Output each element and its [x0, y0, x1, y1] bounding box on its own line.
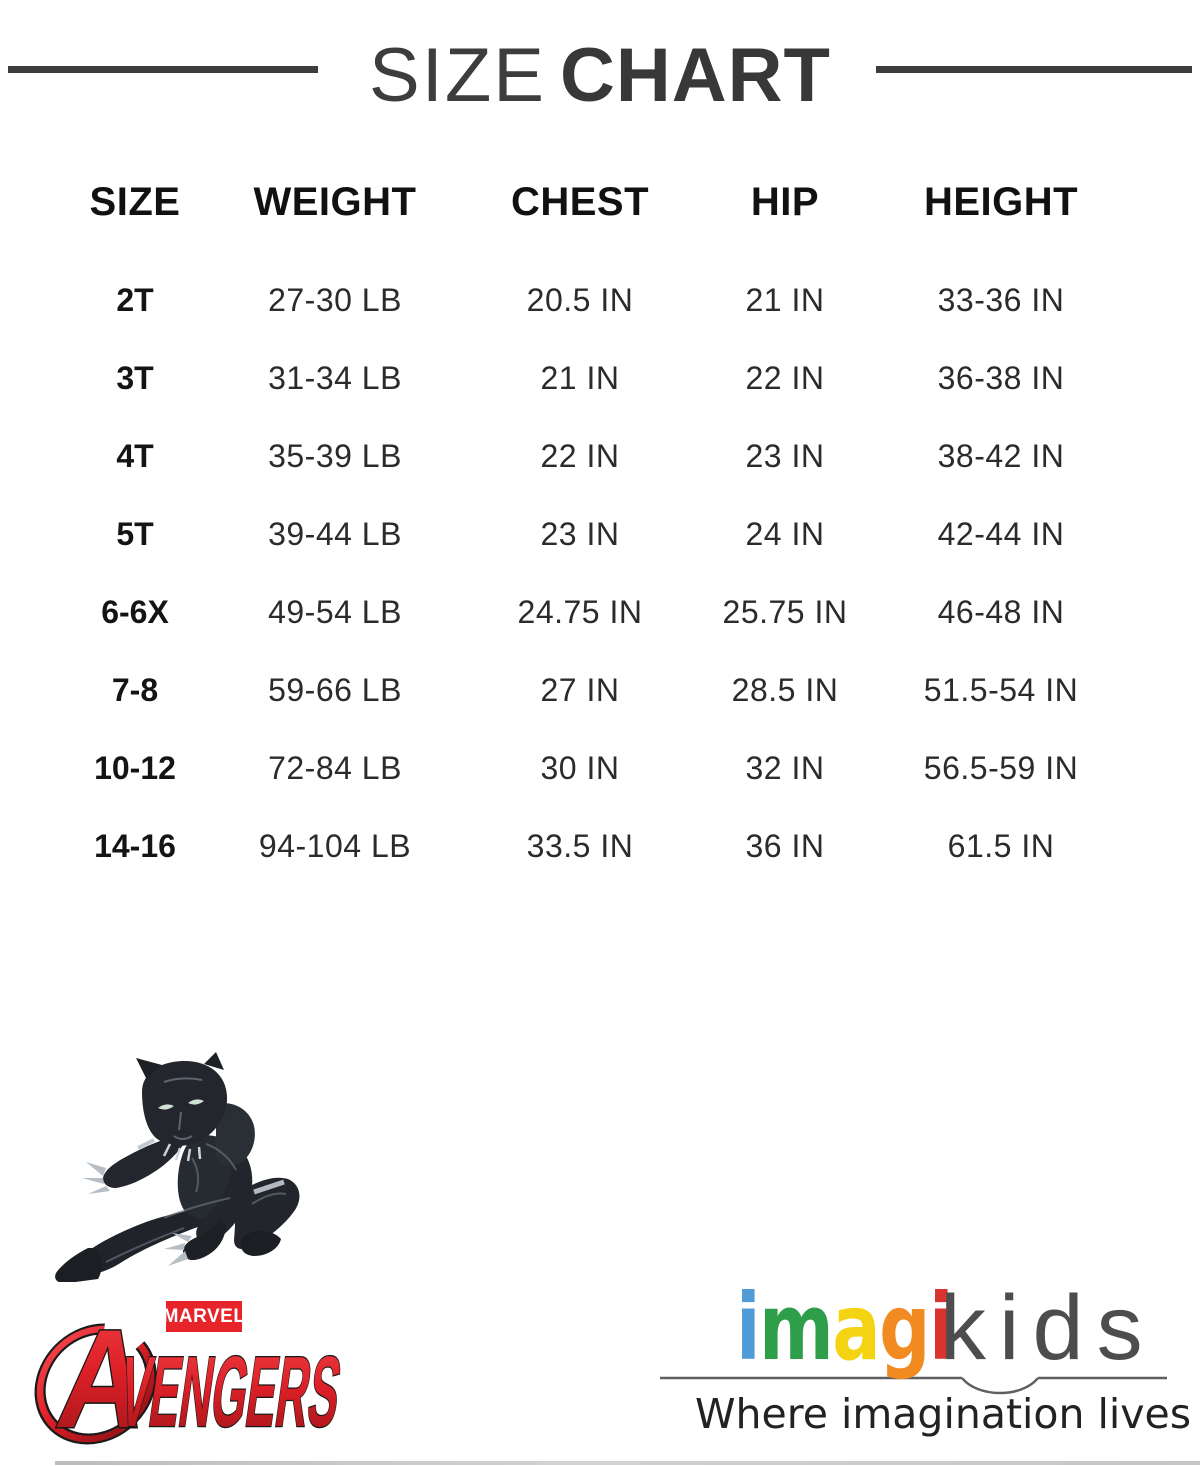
smile-icon	[961, 1377, 1039, 1395]
imagi-letter: a	[832, 1274, 880, 1381]
panther-right-foot	[241, 1230, 281, 1256]
value-cell: 31-34 LB	[268, 359, 402, 396]
panther-left-ear	[136, 1058, 162, 1078]
panther-right-eye	[188, 1099, 204, 1105]
value-cell: 61.5 IN	[947, 827, 1055, 864]
column-header-chest: CHEST	[510, 179, 650, 224]
value-cell: 39-44 LB	[268, 515, 402, 552]
value-cell: 24 IN	[745, 515, 825, 552]
black-panther-figure	[55, 1052, 300, 1282]
panther-left-leg	[78, 1200, 232, 1274]
size-cell: 14-16	[94, 827, 176, 864]
value-cell: 51.5-54 IN	[923, 671, 1079, 708]
title-size-word: SIZE	[369, 33, 546, 118]
imagikids-smile-line	[660, 1376, 1167, 1395]
size-table: SIZE WEIGHT CHEST HIP HEIGHT 2T 27-30 LB 20.5 I…	[60, 166, 1132, 885]
value-cell: 23 IN	[540, 515, 620, 552]
value-cell: 27-30 LB	[268, 281, 402, 318]
panther-necklace	[162, 1143, 202, 1162]
value-cell: 21 IN	[540, 359, 620, 396]
value-cell: 24.75 IN	[517, 593, 643, 630]
imagi-wordmark: imagi	[736, 1280, 954, 1376]
value-cell: 56.5-59 IN	[923, 749, 1079, 786]
size-cell: 4T	[116, 437, 154, 474]
column-header-hip: HIP	[750, 179, 820, 224]
value-cell: 72-84 LB	[268, 749, 402, 786]
size-cell: 5T	[116, 515, 154, 552]
panther-mask-lines	[163, 1077, 203, 1140]
value-cell: 30 IN	[540, 749, 620, 786]
value-cell: 42-44 IN	[937, 515, 1065, 552]
column-header-size: SIZE	[89, 179, 181, 224]
value-cell: 46-48 IN	[937, 593, 1065, 630]
marvel-badge: MARVEL	[163, 1301, 245, 1332]
panther-right-hand	[183, 1220, 226, 1261]
imagi-letter: m	[759, 1274, 834, 1381]
size-cell: 10-12	[94, 749, 176, 786]
size-cell: 7-8	[111, 671, 159, 708]
value-cell: 22 IN	[745, 359, 825, 396]
value-cell: 49-54 LB	[268, 593, 402, 630]
avengers-wordmark: A VENGERS	[34, 1299, 349, 1446]
value-cell: 25.75 IN	[722, 593, 848, 630]
panther-left-eye	[158, 1104, 174, 1110]
avengers-a-glyph: A	[49, 1301, 157, 1446]
column-header-weight: WEIGHT	[253, 179, 417, 224]
value-cell: 33.5 IN	[526, 827, 634, 864]
value-cell: 32 IN	[745, 749, 825, 786]
panther-right-leg	[234, 1177, 300, 1250]
imagi-letter: g	[879, 1274, 930, 1381]
value-cell: 27 IN	[540, 671, 620, 708]
panther-right-ear	[204, 1052, 224, 1070]
panther-shin-band	[253, 1179, 285, 1195]
value-cell: 94-104 LB	[258, 827, 412, 864]
panther-shoulder	[216, 1103, 255, 1166]
panther-head	[142, 1060, 228, 1146]
marvel-label: MARVEL	[162, 1305, 246, 1327]
value-cell: 35-39 LB	[268, 437, 402, 474]
panther-left-boot	[55, 1248, 102, 1282]
value-cell: 59-66 LB	[268, 671, 402, 708]
value-cell: 36-38 IN	[937, 359, 1065, 396]
avengers-circle	[36, 1325, 155, 1443]
value-cell: 21 IN	[745, 281, 825, 318]
avengers-logo: MARVEL A VENGERS	[28, 1296, 373, 1446]
panther-left-claws	[82, 1162, 110, 1194]
avengers-rest-text: VENGERS	[114, 1336, 348, 1446]
kids-wordmark: kids	[940, 1277, 1156, 1379]
imagi-letter: i	[736, 1274, 761, 1381]
imagi-letter: i	[928, 1274, 954, 1381]
bottom-edge-strip	[55, 1461, 1200, 1465]
size-cell: 2T	[116, 281, 154, 318]
value-cell: 33-36 IN	[937, 281, 1065, 318]
value-cell: 23 IN	[745, 437, 825, 474]
panther-highlights	[105, 1143, 287, 1263]
page-title: SIZE CHART	[0, 36, 1200, 137]
title-chart-word: CHART	[559, 33, 831, 118]
panther-wrist-band	[137, 1138, 155, 1150]
title-rule-left	[8, 66, 318, 73]
value-cell: 20.5 IN	[526, 281, 634, 318]
size-cell: 6-6X	[101, 593, 169, 630]
imagikids-tagline: Where imagination lives	[695, 1390, 1192, 1438]
title-rule-right	[876, 66, 1192, 73]
panther-left-arm	[103, 1136, 186, 1188]
value-cell: 36 IN	[745, 827, 825, 864]
value-cell: 38-42 IN	[937, 437, 1065, 474]
value-cell: 28.5 IN	[731, 671, 839, 708]
panther-right-claws	[164, 1233, 192, 1266]
imagikids-logo: imagi kids Where imagination lives	[640, 1277, 1192, 1450]
column-header-height: HEIGHT	[923, 179, 1079, 224]
value-cell: 22 IN	[540, 437, 620, 474]
size-cell: 3T	[116, 359, 154, 396]
